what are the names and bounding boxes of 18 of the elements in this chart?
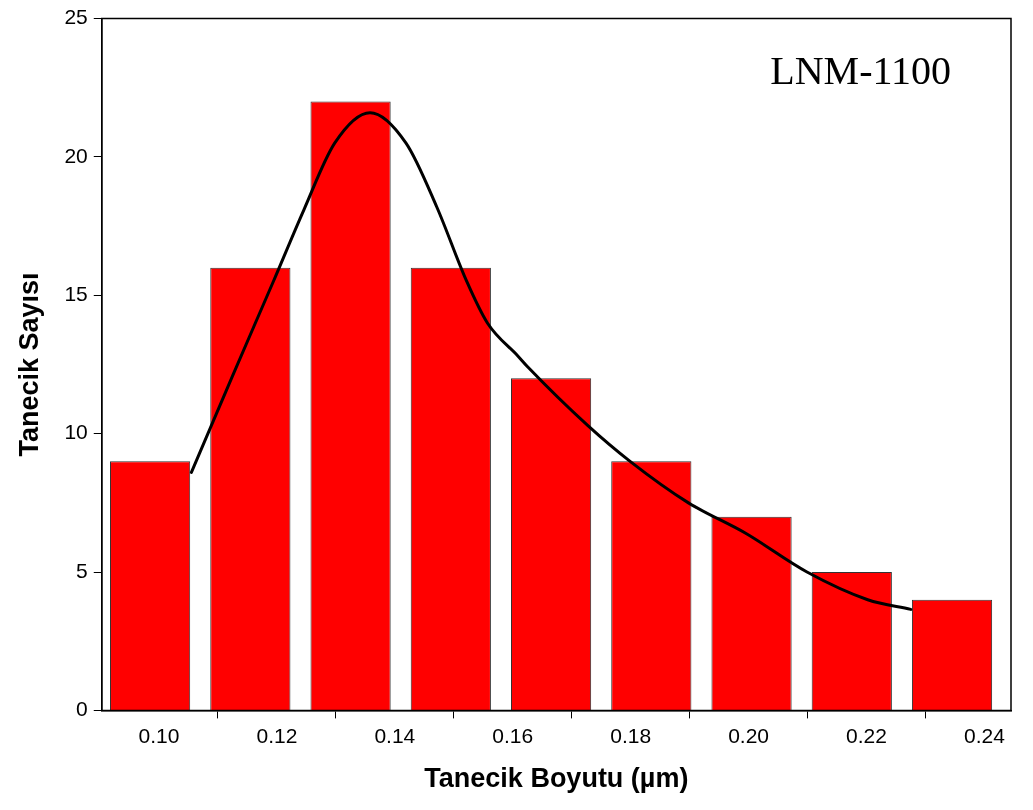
x-tick-label: 0.22 bbox=[846, 723, 887, 747]
x-tick-label: 0.24 bbox=[964, 723, 1006, 747]
y-tick-label: 20 bbox=[64, 143, 88, 167]
y-tick-label: 25 bbox=[64, 5, 88, 29]
y-axis-title: Tanecik Sayısı bbox=[13, 272, 44, 457]
x-tick-label: 0.20 bbox=[728, 723, 770, 747]
x-tick-label: 0.16 bbox=[492, 723, 534, 747]
x-tick-label: 0.12 bbox=[256, 723, 298, 747]
x-tick-label: 0.14 bbox=[374, 723, 416, 747]
y-tick-label: 10 bbox=[64, 420, 88, 444]
y-tick-label: 15 bbox=[64, 282, 88, 306]
y-tick-label: 5 bbox=[76, 558, 88, 582]
line-series bbox=[189, 111, 913, 611]
y-tick-label: 0 bbox=[76, 697, 88, 721]
x-tick-label: 0.18 bbox=[610, 723, 652, 747]
annotation: LNM-1100 bbox=[770, 48, 951, 94]
x-tick-label: 0.10 bbox=[138, 723, 180, 747]
x-axis-title: Tanecik Boyutu (µm) bbox=[424, 763, 689, 794]
